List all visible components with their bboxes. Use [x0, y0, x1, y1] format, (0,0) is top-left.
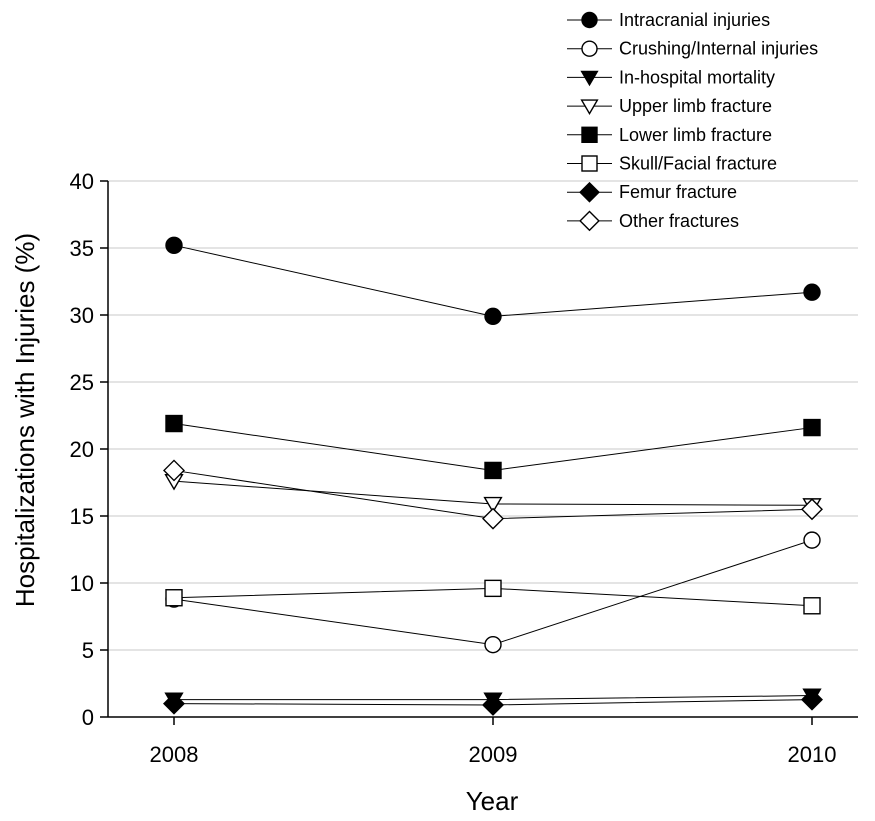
- y-tick-label: 40: [70, 169, 94, 194]
- legend-label: Crushing/Internal injuries: [619, 39, 818, 59]
- data-point: [165, 414, 183, 433]
- y-tick-label: 5: [82, 638, 94, 663]
- legend-marker: [581, 11, 598, 29]
- series-4: [165, 414, 821, 480]
- data-point: [484, 461, 502, 480]
- data-point: [165, 589, 183, 607]
- legend-label: Femur fracture: [619, 182, 737, 202]
- legend: Intracranial injuries Crushing/Internal i…: [567, 10, 818, 232]
- y-tick-label: 10: [70, 571, 94, 596]
- x-tick-label: 2008: [150, 742, 199, 767]
- y-tick-label: 25: [70, 370, 94, 395]
- y-tick-label: 30: [70, 303, 94, 328]
- legend-marker: [580, 70, 599, 87]
- data-point: [484, 635, 502, 654]
- y-tick-label: 15: [70, 504, 94, 529]
- legend-label: Other fractures: [619, 211, 739, 231]
- data-point: [484, 579, 502, 598]
- legend-label: Upper limb fracture: [619, 96, 772, 116]
- data-point: [803, 597, 821, 615]
- legend-marker: [581, 126, 598, 144]
- legend-marker: [579, 181, 600, 203]
- axes: 0 5 10 15 20 25 30 35 40 2008 2009 2010: [70, 169, 858, 767]
- x-tick-label: 2009: [469, 742, 518, 767]
- series-5: [165, 579, 821, 615]
- legend-marker: [579, 210, 600, 232]
- y-tick-label: 0: [82, 705, 94, 730]
- x-axis-title: Year: [466, 786, 519, 816]
- legend-marker: [581, 155, 598, 172]
- series-0: [165, 236, 821, 326]
- x-tick-label: 2010: [788, 742, 837, 767]
- data-point: [482, 507, 504, 530]
- y-tick-label: 20: [70, 437, 94, 462]
- legend-marker: [580, 99, 599, 115]
- y-axis-title: Hospitalizations with Injuries (%): [10, 233, 40, 607]
- legend-item: Crushing/Internal injuries: [567, 39, 818, 59]
- y-tick-label: 35: [70, 236, 94, 261]
- data-point: [163, 459, 185, 482]
- data-point: [483, 496, 503, 514]
- legend-item: Skull/Facial fracture: [567, 154, 777, 174]
- data-point: [484, 307, 502, 326]
- legend-item: In-hospital mortality: [567, 67, 775, 87]
- data-point: [163, 692, 185, 715]
- legend-label: Intracranial injuries: [619, 10, 770, 30]
- legend-item: Femur fracture: [567, 181, 737, 203]
- data-point: [801, 688, 823, 711]
- gridlines: [108, 180, 858, 651]
- legend-label: Skull/Facial fracture: [619, 154, 777, 174]
- data-point: [482, 693, 504, 716]
- legend-item: Lower limb fracture: [567, 125, 772, 145]
- series-3: [164, 474, 822, 515]
- legend-marker: [581, 40, 598, 57]
- legend-item: Intracranial injuries: [567, 10, 770, 30]
- series-group: [163, 236, 823, 716]
- data-point: [803, 418, 821, 437]
- data-point: [803, 531, 821, 549]
- legend-label: In-hospital mortality: [619, 67, 775, 87]
- series-6: [163, 688, 823, 716]
- legend-item: Other fractures: [567, 210, 739, 232]
- legend-label: Lower limb fracture: [619, 125, 772, 145]
- data-point: [803, 283, 821, 301]
- series-line: [173, 244, 813, 317]
- data-point: [165, 236, 183, 255]
- series-7: [163, 459, 823, 530]
- data-point: [801, 498, 823, 521]
- legend-item: Upper limb fracture: [567, 96, 772, 116]
